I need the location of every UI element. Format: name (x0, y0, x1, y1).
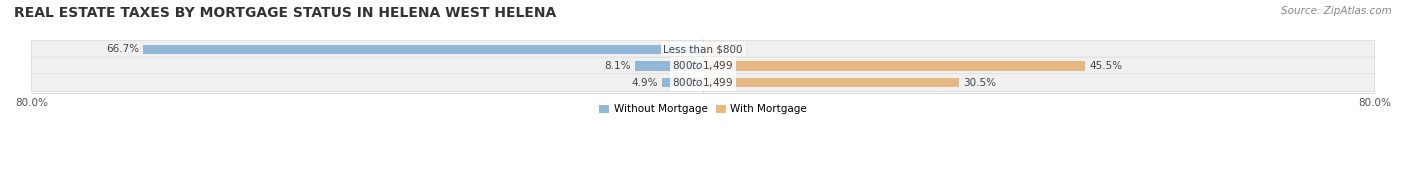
Text: 8.1%: 8.1% (605, 61, 631, 71)
Bar (636, 61, 703, 71)
FancyBboxPatch shape (31, 41, 1375, 58)
Text: 30.5%: 30.5% (963, 78, 997, 88)
Text: 66.7%: 66.7% (105, 44, 139, 54)
Text: $800 to $1,499: $800 to $1,499 (672, 76, 734, 89)
Legend: Without Mortgage, With Mortgage: Without Mortgage, With Mortgage (595, 100, 811, 118)
Text: 45.5%: 45.5% (1090, 61, 1122, 71)
Text: 1.3%: 1.3% (718, 44, 745, 54)
FancyBboxPatch shape (31, 57, 1375, 75)
Bar (703, 61, 1085, 71)
Bar (662, 78, 703, 87)
Text: Source: ZipAtlas.com: Source: ZipAtlas.com (1281, 6, 1392, 16)
Bar (143, 45, 703, 54)
Text: REAL ESTATE TAXES BY MORTGAGE STATUS IN HELENA WEST HELENA: REAL ESTATE TAXES BY MORTGAGE STATUS IN … (14, 6, 557, 20)
Bar (703, 45, 714, 54)
Text: $800 to $1,499: $800 to $1,499 (672, 59, 734, 73)
Bar (703, 78, 959, 87)
Text: 4.9%: 4.9% (631, 78, 658, 88)
FancyBboxPatch shape (31, 74, 1375, 92)
Text: Less than $800: Less than $800 (664, 44, 742, 54)
